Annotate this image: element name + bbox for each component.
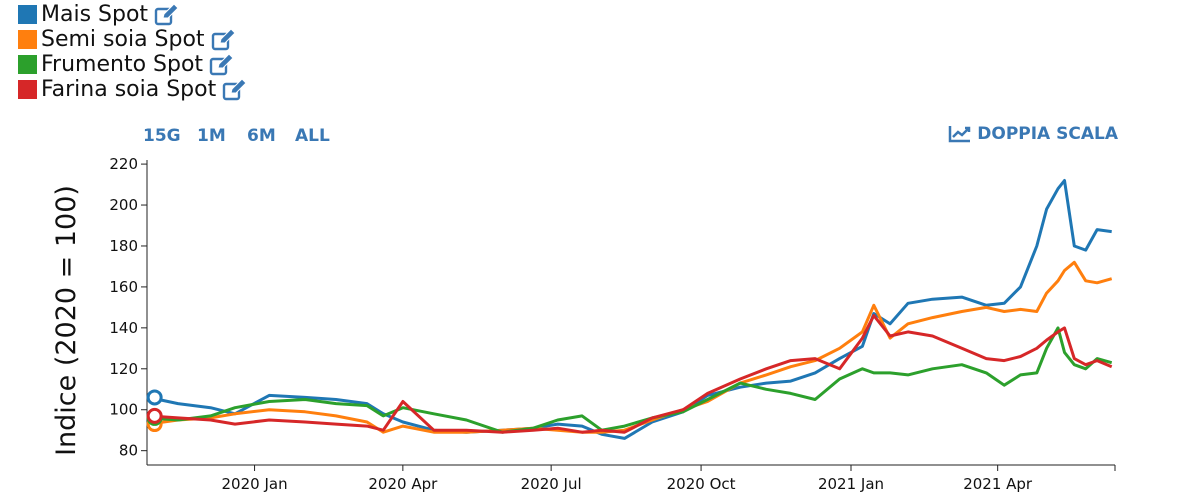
series-line	[148, 260, 1113, 434]
y-tick-label: 180	[109, 237, 138, 255]
series-line	[148, 179, 1112, 440]
y-tick-label: 120	[109, 360, 138, 378]
legend-item[interactable]: Frumento Spot	[18, 52, 248, 77]
legend: Mais Spot Semi soia Spot Frumento Spot Fari…	[18, 2, 248, 102]
legend-swatch	[18, 5, 37, 24]
line-chart-icon	[949, 126, 971, 143]
range-button-15g[interactable]: 15G	[143, 126, 181, 146]
x-tick-label: 2021 Jan	[818, 475, 884, 493]
dual-scale-label: DOPPIA SCALA	[977, 124, 1118, 144]
legend-item[interactable]: Mais Spot	[18, 2, 248, 27]
legend-swatch	[18, 30, 37, 49]
edit-icon[interactable]	[211, 28, 237, 51]
legend-label: Mais Spot	[41, 2, 149, 27]
series-line	[148, 314, 1113, 434]
edit-icon[interactable]	[222, 78, 248, 101]
range-button-1m[interactable]: 1M	[197, 126, 226, 146]
legend-label: Frumento Spot	[41, 52, 204, 77]
y-axis-label: Indice (2020 = 100)	[51, 185, 82, 456]
x-tick-label: 2020 Jan	[222, 475, 288, 493]
x-tick-label: 2020 Oct	[667, 475, 736, 493]
y-tick-label: 160	[109, 278, 138, 296]
y-tick-label: 200	[109, 196, 138, 214]
legend-swatch	[18, 55, 37, 74]
y-tick-label: 100	[109, 401, 138, 419]
y-tick-label: 140	[109, 319, 138, 337]
legend-item[interactable]: Semi soia Spot	[18, 27, 248, 52]
series-start-marker[interactable]	[146, 407, 163, 424]
legend-item[interactable]: Farina soia Spot	[18, 77, 248, 102]
legend-label: Farina soia Spot	[41, 77, 217, 102]
x-tick-label: 2021 Apr	[963, 475, 1033, 493]
y-tick-label: 220	[109, 155, 138, 173]
range-button-all[interactable]: ALL	[295, 126, 330, 146]
edit-icon[interactable]	[209, 53, 235, 76]
y-tick-label: 80	[119, 442, 138, 460]
x-tick-label: 2020 Jul	[521, 475, 582, 493]
legend-label: Semi soia Spot	[41, 27, 205, 52]
x-tick-label: 2020 Apr	[368, 475, 438, 493]
range-button-6m[interactable]: 6M	[247, 126, 276, 146]
series-start-marker[interactable]	[146, 389, 163, 406]
dual-scale-button[interactable]: DOPPIA SCALA	[948, 124, 1118, 144]
series-line	[148, 326, 1113, 434]
edit-icon[interactable]	[154, 3, 180, 26]
legend-swatch	[18, 80, 37, 99]
